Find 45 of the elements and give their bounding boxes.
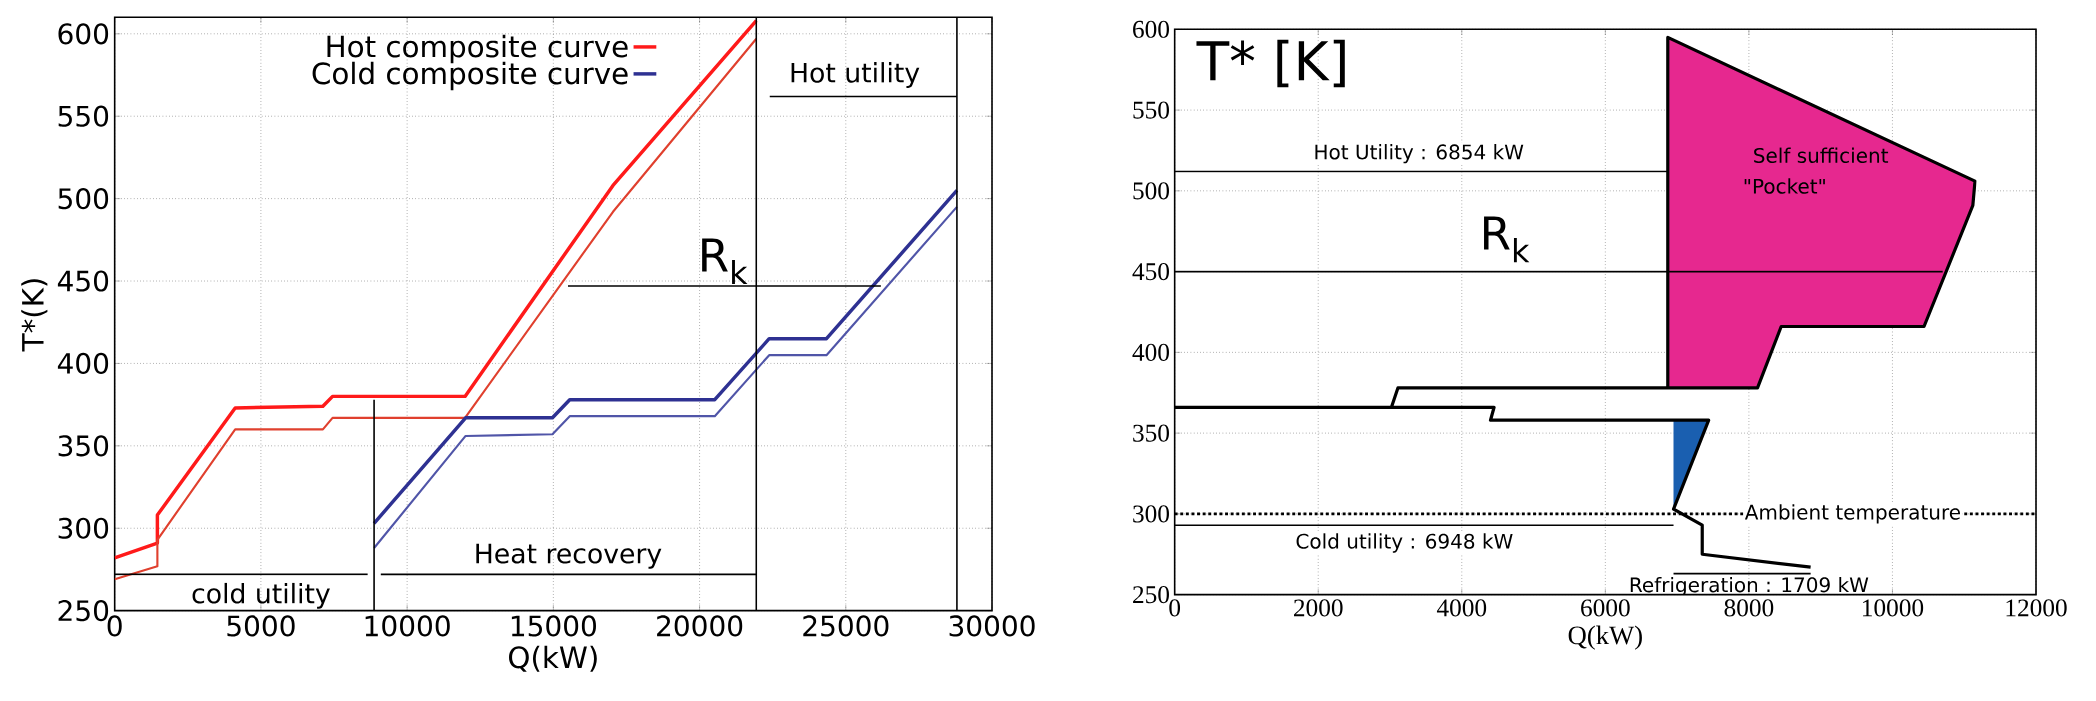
y-tick-label: 600 [58,23,109,45]
annotation: Heat recovery [476,543,662,569]
x-tick-label: 15000 [511,615,596,637]
annotation: R$_{k}$ [702,238,748,284]
y-tick-label: 350 [1133,424,1169,442]
annotation: Self sufficient [1754,147,1889,163]
x-tick-label: 0 [107,615,122,637]
annotation: R$_{k}$ [1484,216,1530,263]
annotation: "Pocket" [1744,178,1825,194]
y-tick-label: 300 [1133,505,1169,523]
x-axis-title: Q(kW) [509,645,597,672]
x-tick-label: 6000 [1581,599,1630,617]
y-tick-label: 300 [58,517,109,539]
x-tick-label: 20000 [657,615,743,637]
x-tick-label: 5000 [227,615,295,637]
y-tick-label: 250 [58,599,109,622]
y-tick-label: 500 [1133,182,1169,200]
x-tick-label: 0 [1169,599,1181,617]
y-axis-title: T*(K) [21,278,48,352]
y-axis-title: T* [K] [1196,39,1345,88]
annotation: cold utility [192,582,330,609]
y-tick-label: 600 [1133,20,1169,38]
x-axis-title: Q(kW) [1568,625,1642,650]
x-tick-label: 10000 [365,615,450,637]
ref-line-label: Ambient temperature [1744,504,1960,524]
x-tick-label: 4000 [1436,599,1487,617]
y-tick-label: 350 [58,435,109,457]
annotation: Hot Utility : 6854 kW [1315,143,1524,164]
y-tick-label: 450 [1132,262,1169,280]
x-tick-label: 10000 [1863,599,1924,617]
y-tick-label: 550 [58,105,109,127]
annotation: Hot utility [791,61,920,88]
y-tick-label: 400 [57,352,109,374]
y-tick-label: 550 [1133,101,1169,119]
y-tick-label: 250 [1133,585,1169,604]
y-tick-label: 500 [58,187,109,210]
y-tick-label: 400 [1132,343,1169,361]
y-tick-label: 450 [57,270,109,292]
annotation: Refrigeration : 1709 kW [1630,576,1869,597]
annotation: Cold utility : 6948 kW [1296,533,1513,553]
x-tick-label: 25000 [803,615,889,637]
x-tick-label: 30000 [949,615,1035,637]
x-tick-label: 2000 [1294,599,1343,617]
x-tick-label: 8000 [1724,599,1774,617]
x-tick-label: 12000 [2006,599,2067,617]
